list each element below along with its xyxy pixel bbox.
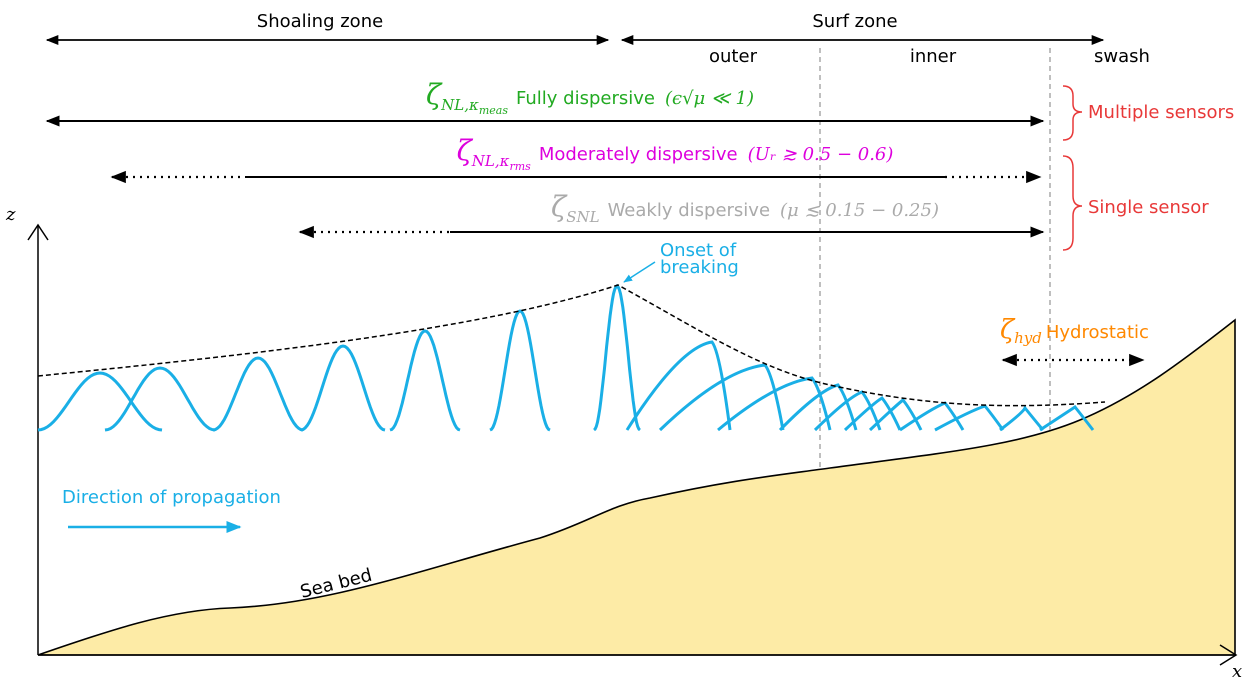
zone-label: inner bbox=[910, 46, 957, 67]
model-condition: (μ ≲ 0.15 − 0.25) bbox=[780, 200, 939, 221]
model-subscript: rms bbox=[509, 160, 531, 173]
zone-label: swash bbox=[1094, 46, 1150, 67]
wave bbox=[489, 309, 551, 432]
broken-wave bbox=[999, 405, 1045, 432]
model-label: ζSNL Weakly dispersive (μ ≲ 0.15 − 0.25) bbox=[551, 190, 939, 226]
x-axis-label: x bbox=[1232, 661, 1242, 677]
model-symbol: ζ bbox=[551, 190, 568, 223]
envelope bbox=[37, 284, 1106, 407]
broken-wave bbox=[717, 376, 832, 432]
waves bbox=[37, 284, 1095, 432]
wave bbox=[593, 284, 641, 432]
model-name: Moderately dispersive bbox=[539, 144, 738, 165]
broken-wave bbox=[658, 363, 785, 432]
hydrostatic-label: ζhyd Hydrostatic bbox=[1000, 315, 1149, 347]
axes bbox=[27, 223, 1238, 666]
wave bbox=[104, 366, 216, 432]
model-condition: (Uᵣ ≳ 0.5 − 0.6) bbox=[748, 144, 894, 165]
model-symbol: ζ bbox=[457, 134, 474, 167]
broken-wave bbox=[934, 404, 1005, 432]
wave bbox=[212, 356, 304, 432]
sensor-label: Multiple sensors bbox=[1088, 102, 1234, 123]
broken-wave bbox=[1039, 404, 1095, 432]
model-label: ζNL,κrms Moderately dispersive (Uᵣ ≳ 0.5 −… bbox=[457, 134, 894, 173]
brace bbox=[1062, 85, 1083, 141]
breaking-label: Onset of bbox=[660, 240, 737, 261]
model-subscript: meas bbox=[479, 104, 508, 117]
broken-wave bbox=[625, 340, 732, 431]
sensor-label: Single sensor bbox=[1088, 197, 1209, 218]
zone-label: Shoaling zone bbox=[257, 11, 383, 32]
model-condition: (ϵ√μ ≪ 1) bbox=[665, 88, 754, 109]
model-label: ζNL,κmeas Fully dispersive (ϵ√μ ≪ 1) bbox=[426, 78, 754, 117]
model-subscript: NL,κ bbox=[440, 96, 479, 114]
model-subscript: SNL bbox=[566, 208, 599, 226]
seabed bbox=[37, 318, 1236, 656]
zone-label: Surf zone bbox=[812, 11, 897, 32]
wave bbox=[389, 329, 461, 432]
direction-label: Direction of propagation bbox=[62, 487, 281, 508]
model-name: Fully dispersive bbox=[516, 88, 655, 109]
brace bbox=[1062, 155, 1083, 251]
z-axis-label: z bbox=[5, 204, 16, 225]
zone-label: outer bbox=[709, 46, 758, 67]
model-name: Weakly dispersive bbox=[608, 200, 770, 221]
broken-wave bbox=[778, 383, 858, 432]
broken-wave bbox=[843, 396, 902, 432]
model-subscript: NL,κ bbox=[471, 152, 510, 170]
wave bbox=[300, 344, 386, 432]
wave bbox=[37, 371, 163, 432]
model-symbol: ζ bbox=[426, 78, 443, 111]
breaking-arrow bbox=[623, 261, 656, 283]
breaking-label: breaking bbox=[660, 257, 739, 278]
